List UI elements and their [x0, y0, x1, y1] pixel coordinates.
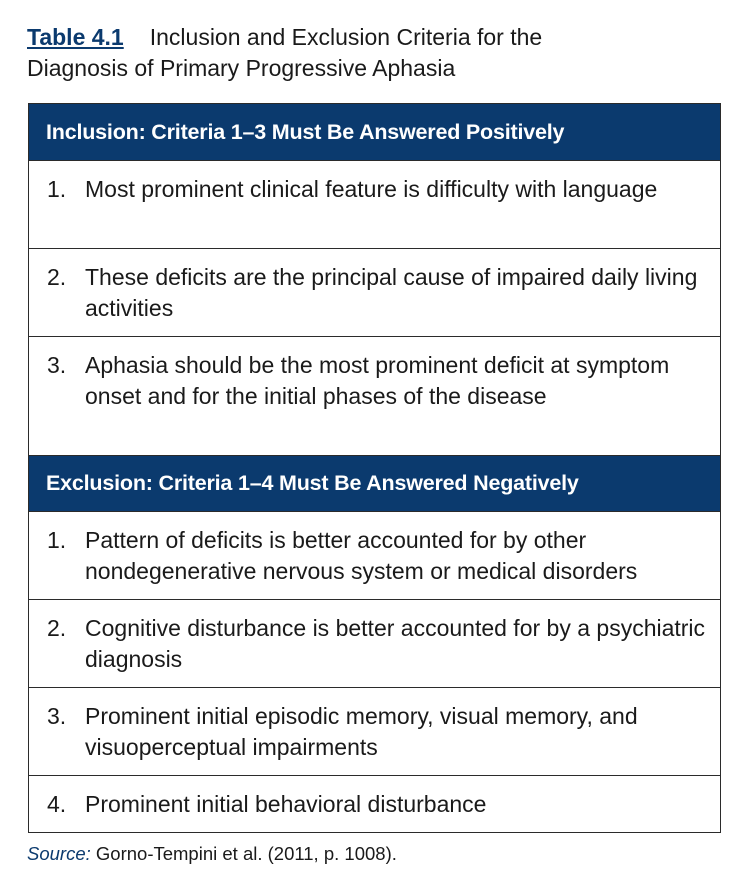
caption-title-line2: Diagnosis of Primary Progressive Aphasia	[27, 55, 456, 81]
table-caption: Table 4.1 Inclusion and Exclusion Criteri…	[27, 22, 717, 84]
caption-title-line1: Inclusion and Exclusion Criteria for the	[149, 24, 543, 50]
row-text: Aphasia should be the most prominent def…	[85, 352, 670, 409]
exclusion-header: Exclusion: Criteria 1–4 Must Be Answered…	[29, 456, 720, 512]
criteria-table: Inclusion: Criteria 1–3 Must Be Answered…	[28, 103, 721, 833]
source-text: Gorno-Tempini et al. (2011, p. 1008).	[90, 843, 397, 864]
row-number: 3.	[47, 352, 67, 378]
row-text: Prominent initial behavioral disturbance	[85, 791, 487, 817]
inclusion-header: Inclusion: Criteria 1–3 Must Be Answered…	[29, 104, 720, 161]
row-number: 1.	[47, 527, 67, 553]
exclusion-row-1: 1. Pattern of deficits is better account…	[29, 512, 720, 600]
row-text: Cognitive disturbance is better accounte…	[85, 615, 706, 672]
row-number: 1.	[47, 176, 67, 202]
row-number: 3.	[47, 703, 67, 729]
row-text: Prominent initial episodic memory, visua…	[85, 703, 638, 760]
inclusion-row-3: 3. Aphasia should be the most prominent …	[29, 337, 720, 456]
row-text: Most prominent clinical feature is diffi…	[85, 176, 658, 202]
exclusion-row-4: 4. Prominent initial behavioral disturba…	[29, 776, 720, 832]
exclusion-row-3: 3. Prominent initial episodic memory, vi…	[29, 688, 720, 776]
row-number: 2.	[47, 264, 67, 290]
row-number: 4.	[47, 791, 67, 817]
row-text: Pattern of deficits is better accounted …	[85, 527, 638, 584]
inclusion-row-1: 1. Most prominent clinical feature is di…	[29, 161, 720, 249]
row-number: 2.	[47, 615, 67, 641]
source-note: Source: Gorno-Tempini et al. (2011, p. 1…	[27, 842, 397, 866]
inclusion-row-2: 2. These deficits are the principal caus…	[29, 249, 720, 337]
row-text: These deficits are the principal cause o…	[85, 264, 698, 321]
exclusion-row-2: 2. Cognitive disturbance is better accou…	[29, 600, 720, 688]
table-label: Table 4.1	[27, 24, 124, 50]
source-label: Source:	[27, 843, 91, 864]
